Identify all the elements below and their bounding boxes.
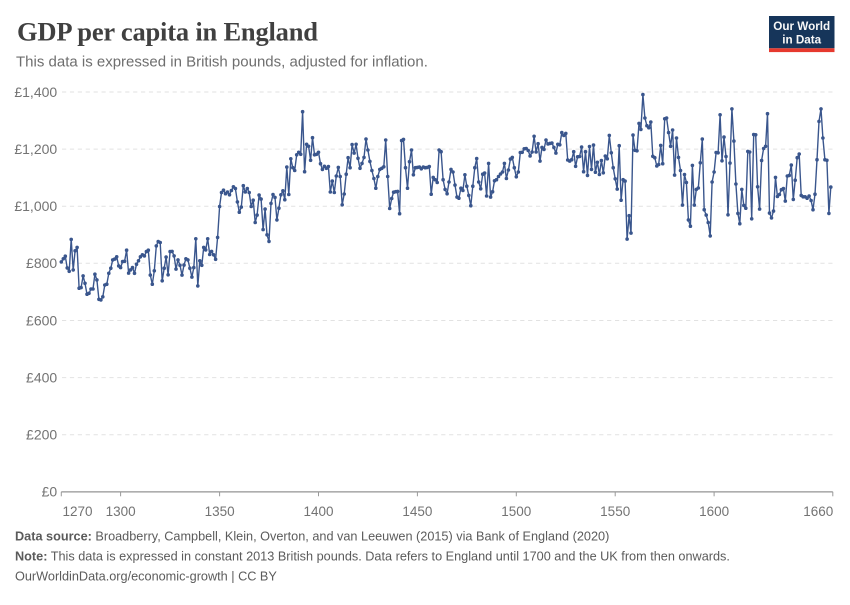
svg-text:1350: 1350: [205, 504, 235, 519]
svg-text:GDP per capita in England: GDP per capita in England: [17, 17, 318, 47]
svg-text:1600: 1600: [699, 504, 729, 519]
svg-text:£800: £800: [26, 255, 57, 271]
svg-text:1270: 1270: [63, 504, 93, 519]
svg-text:1400: 1400: [303, 504, 333, 519]
svg-text:£1,400: £1,400: [14, 84, 57, 100]
svg-text:Our World: Our World: [773, 20, 830, 33]
svg-text:Note: This data is expressed i: Note: This data is expressed in constant…: [15, 550, 730, 564]
svg-text:£400: £400: [26, 369, 57, 385]
svg-text:This data is expressed in Brit: This data is expressed in British pounds…: [16, 54, 428, 71]
svg-text:1300: 1300: [106, 504, 136, 519]
svg-text:in Data: in Data: [782, 34, 821, 47]
svg-text:£600: £600: [26, 312, 57, 328]
svg-text:£0: £0: [42, 484, 58, 500]
svg-text:1450: 1450: [402, 504, 432, 519]
svg-text:1550: 1550: [600, 504, 630, 519]
svg-text:1500: 1500: [501, 504, 531, 519]
svg-text:£1,200: £1,200: [14, 141, 57, 157]
svg-text:Data source: Broadberry, Campb: Data source: Broadberry, Campbell, Klein…: [15, 530, 609, 544]
svg-text:OurWorldinData.org/economic-gr: OurWorldinData.org/economic-growth | CC …: [15, 570, 277, 584]
svg-text:£200: £200: [26, 427, 57, 443]
svg-text:1660: 1660: [803, 504, 833, 519]
svg-text:£1,000: £1,000: [14, 198, 57, 214]
